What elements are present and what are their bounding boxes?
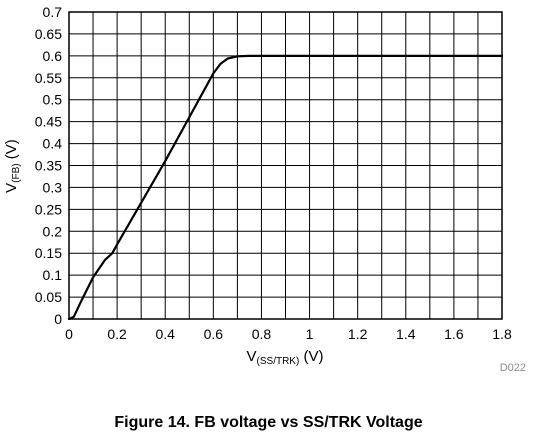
- y-tick-label: 0.05: [35, 289, 62, 305]
- x-tick-label: 1.4: [396, 326, 416, 342]
- y-tick-label: 0.3: [43, 179, 63, 195]
- x-tick-label: 1.8: [492, 326, 512, 342]
- plot-id: D022: [500, 362, 526, 374]
- x-tick-label: 0.8: [252, 326, 272, 342]
- y-axis-title-sub: (FB): [11, 163, 22, 182]
- x-axis-title-sub: (SS/TRK): [257, 356, 300, 367]
- y-axis-title-unit: (V): [3, 139, 20, 163]
- y-tick-label: 0.5: [43, 92, 63, 108]
- y-tick-label: 0.1: [43, 267, 63, 283]
- y-tick-label: 0.7: [43, 4, 63, 20]
- y-tick-label: 0.4: [43, 136, 63, 152]
- y-axis-title: V(FB) (V): [3, 139, 22, 193]
- x-tick-label: 0.4: [155, 326, 175, 342]
- grid: [69, 12, 502, 319]
- x-axis-title: V(SS/TRK) (V): [247, 348, 324, 367]
- x-tick-label: 0.6: [204, 326, 224, 342]
- y-tick-label: 0.45: [35, 114, 62, 130]
- x-tick-label: 1: [306, 326, 314, 342]
- y-tick-label: 0.15: [35, 245, 62, 261]
- y-tick-label: 0.35: [35, 158, 62, 174]
- plot-frame: [68, 11, 503, 320]
- y-tick-label: 0.6: [43, 48, 63, 64]
- y-tick-label: 0: [54, 311, 62, 327]
- series-layer: [67, 54, 504, 321]
- x-tick-label: 0.2: [107, 326, 127, 342]
- figure-caption: Figure 14. FB voltage vs SS/TRK Voltage: [114, 414, 423, 431]
- y-tick-label: 0.2: [43, 223, 63, 239]
- x-tick-labels: 0 0.2 0.4 0.6 0.8 1 1.2 1.4 1.6 1.8: [65, 326, 512, 342]
- x-tick-label: 0: [65, 326, 73, 342]
- x-tick-label: 1.2: [348, 326, 368, 342]
- x-axis-title-unit: (V): [299, 348, 323, 365]
- y-tick-labels: 0 0.05 0.1 0.15 0.2 0.25 0.3 0.35 0.4 0.45 0.5 0.55…: [35, 4, 62, 327]
- x-tick-label: 1.6: [444, 326, 464, 342]
- x-axis-title-main: V: [247, 348, 257, 365]
- series-line-0: [67, 54, 504, 321]
- y-axis-title-main: V: [3, 183, 20, 193]
- y-tick-label: 0.25: [35, 201, 62, 217]
- y-tick-label: 0.55: [35, 70, 62, 86]
- y-tick-label: 0.65: [35, 26, 62, 42]
